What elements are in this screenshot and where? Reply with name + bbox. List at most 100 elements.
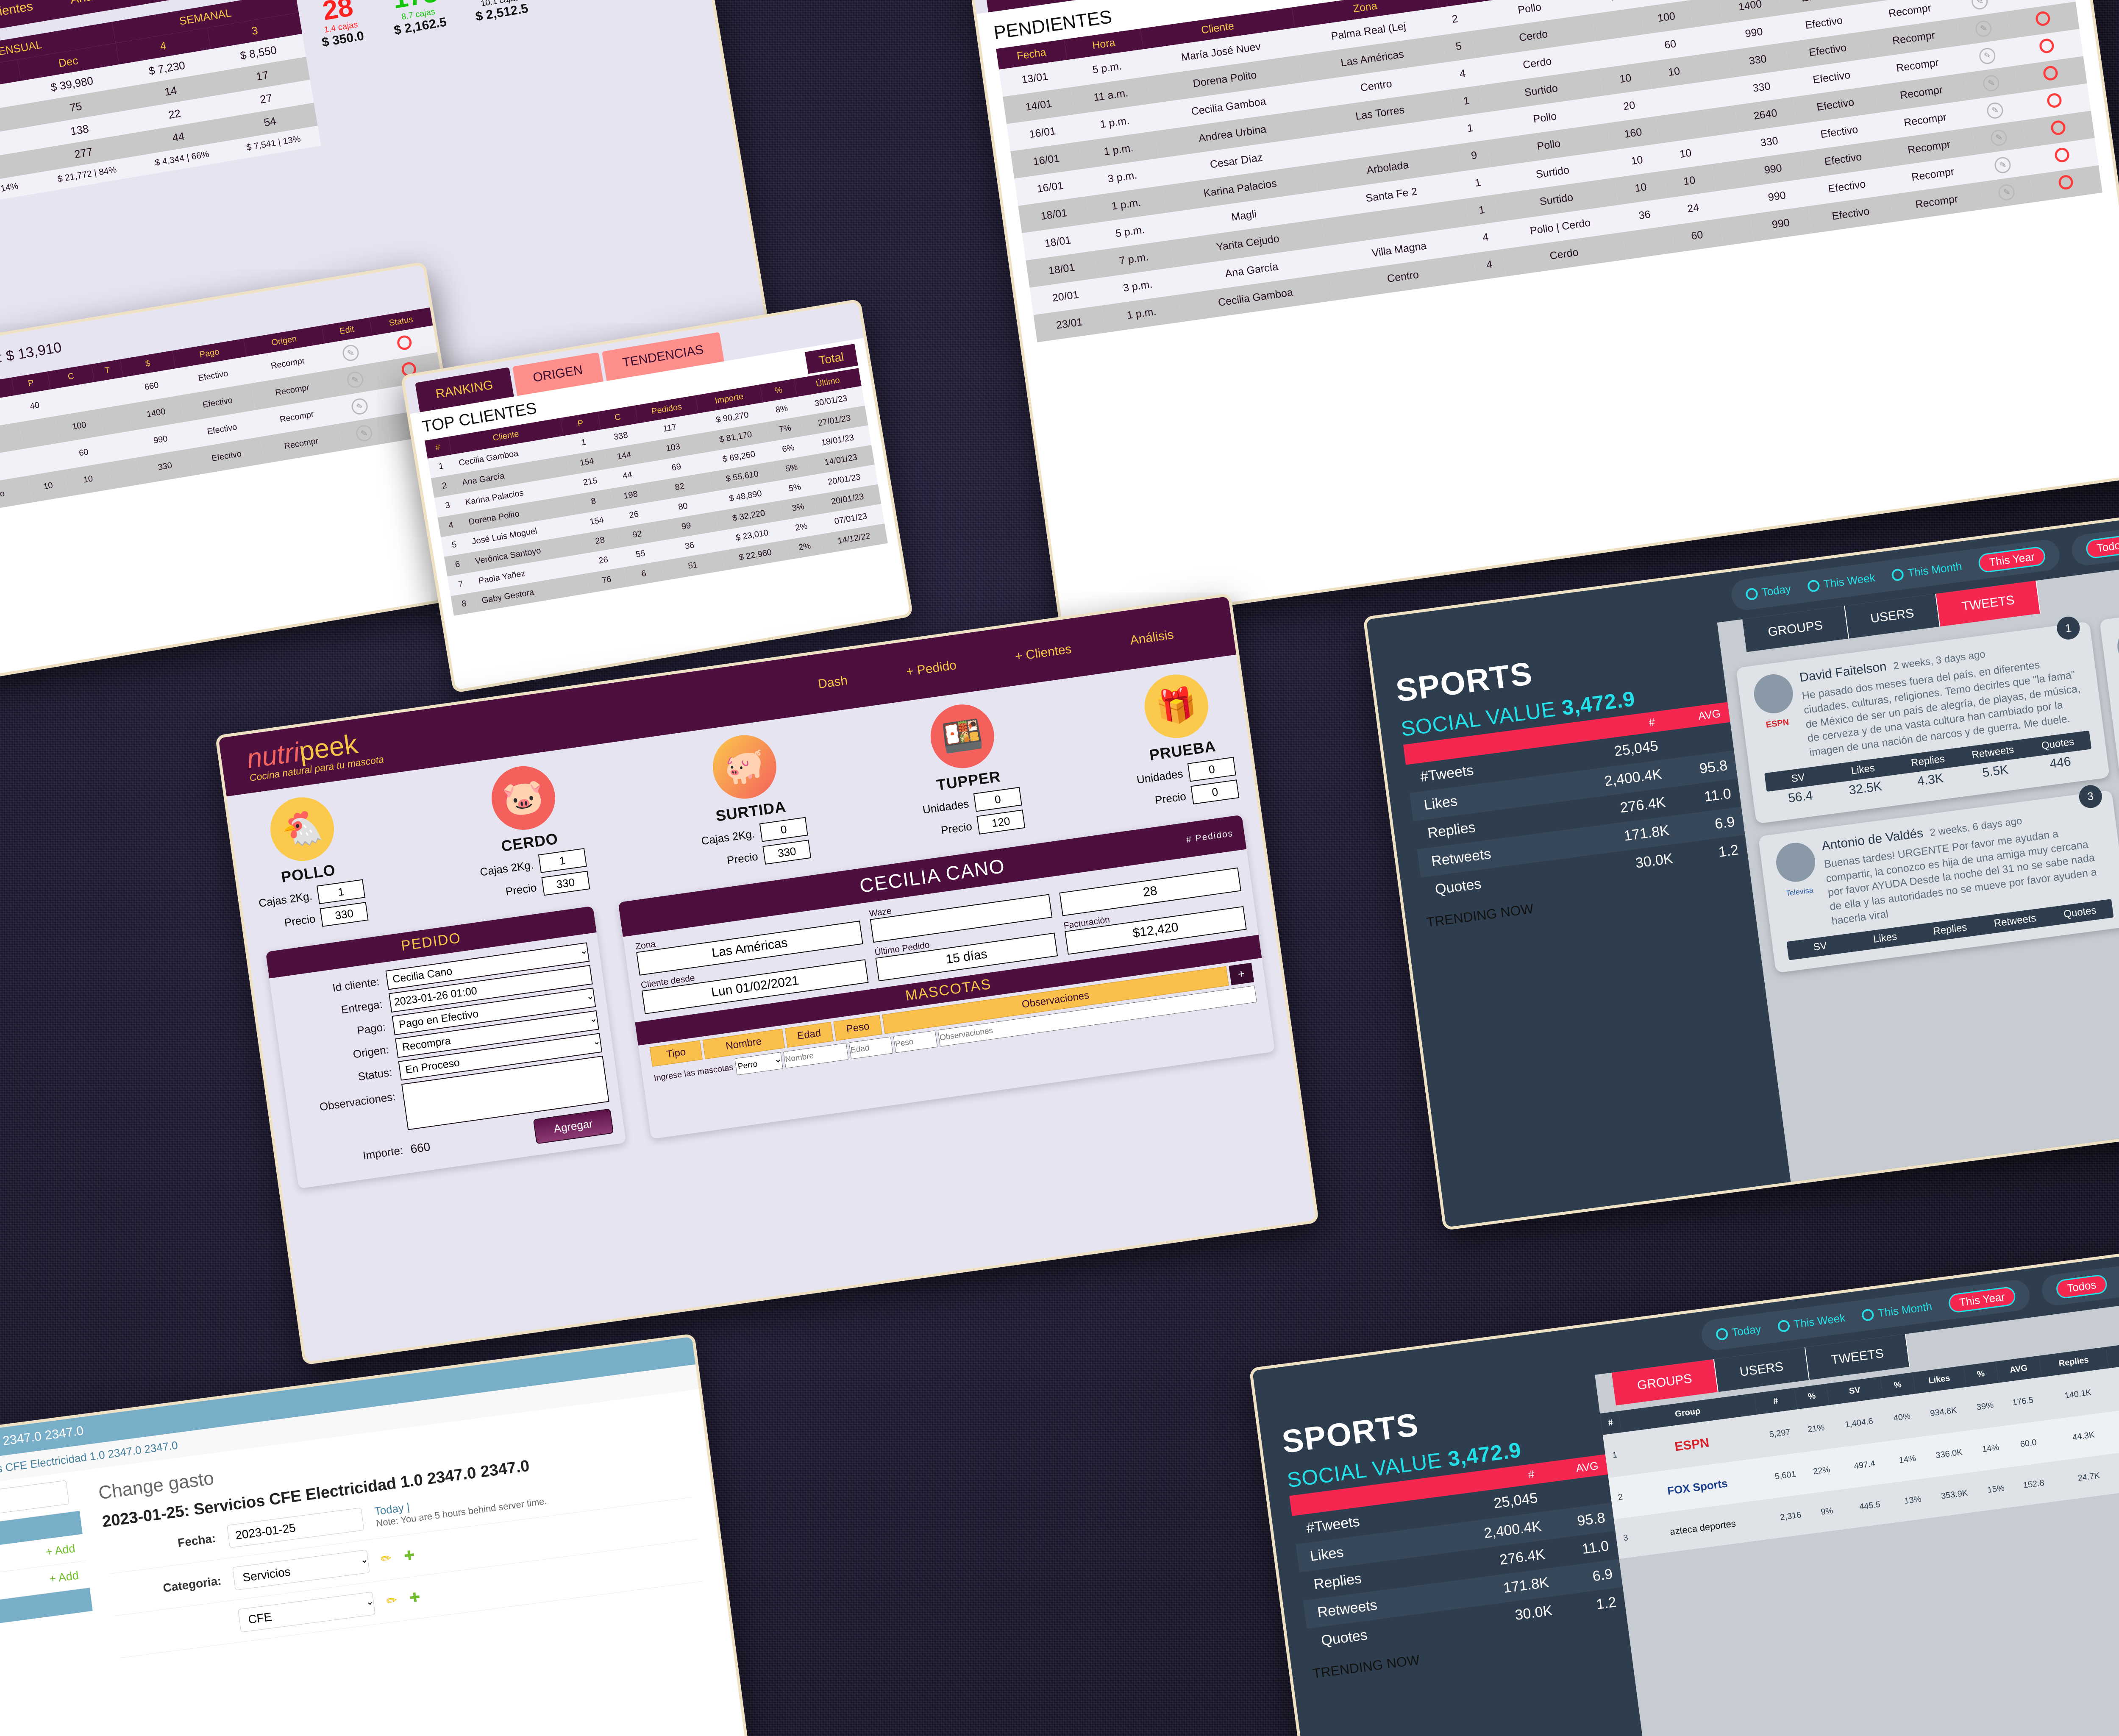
pollo-cajas-input[interactable] (317, 879, 366, 904)
metric-sv[interactable]: SV (1813, 940, 1828, 953)
mascota-tipo-select[interactable]: Perro (734, 1052, 783, 1076)
nav-item-pedido[interactable]: + Pedido (905, 658, 957, 679)
field-label: Precio (1154, 789, 1187, 807)
edit-icon[interactable]: ✎ (350, 397, 369, 416)
cerdo-precio-input[interactable] (541, 871, 590, 896)
field-label: Precio (940, 819, 973, 837)
edit-icon[interactable]: ✎ (1982, 74, 2001, 92)
add-plus-icon[interactable]: ✚ (409, 1590, 421, 1605)
status-circle-icon[interactable] (2034, 10, 2051, 27)
period-pill-today[interactable]: Today (1715, 1322, 1762, 1341)
prueba-unidades-input[interactable] (1187, 757, 1236, 782)
status-circle-icon[interactable] (2038, 38, 2055, 54)
period-pill-this-month[interactable]: This Month (1891, 560, 1963, 582)
metric-retweets[interactable]: Retweets (1993, 912, 2037, 929)
nav-item-clientes[interactable]: + Clientes (0, 0, 34, 22)
mascota-edad-input[interactable] (848, 1036, 893, 1060)
radio-icon[interactable] (1777, 1319, 1791, 1333)
prueba-precio-input[interactable] (1190, 779, 1240, 805)
period-pill-this-year[interactable]: This Year (1977, 545, 2047, 574)
period-pill-this-month[interactable]: This Month (1861, 1300, 1933, 1322)
edit-pencil-icon[interactable]: ✏ (385, 1593, 398, 1609)
type-pill-todos[interactable]: Todos (2085, 534, 2119, 559)
radio-icon[interactable] (1745, 587, 1758, 601)
radio-icon[interactable] (1891, 568, 1905, 581)
status-circle-icon[interactable] (2054, 147, 2070, 164)
surtida-cajas-input[interactable] (759, 817, 808, 842)
radio-icon[interactable] (1861, 1308, 1875, 1321)
cell (1689, 0, 1723, 28)
status-circle-icon[interactable] (2050, 120, 2066, 136)
metric-quotes[interactable]: Quotes (2063, 904, 2097, 920)
subcategoria-select[interactable]: CFE (238, 1591, 375, 1633)
tupper-precio-input[interactable] (976, 810, 1026, 835)
product-cerdo: 🐷 CERDO Cajas 2Kg. Precio (466, 759, 590, 904)
th-pct4: % (2106, 1343, 2119, 1369)
cell: 176.5 (2011, 1395, 2034, 1408)
pedido-card: PEDIDO Id cliente: Cecilia Cano Entrega: … (265, 906, 626, 1189)
fecha-input[interactable] (227, 1507, 364, 1548)
pollo-precio-input[interactable] (320, 901, 369, 927)
period-pill-this-year[interactable]: This Year (1947, 1285, 2017, 1314)
add-plus-icon[interactable]: ✚ (403, 1548, 416, 1564)
cell (1712, 160, 1746, 191)
nav-item-dash[interactable]: Dash (817, 673, 849, 691)
agregar-button[interactable]: Agregar (533, 1108, 614, 1144)
product-tupper: 🍱 TUPPER Unidades Precio (909, 698, 1026, 842)
edit-icon[interactable]: ✎ (341, 343, 360, 362)
status-circle-icon[interactable] (396, 334, 413, 351)
radio-icon[interactable] (1715, 1327, 1729, 1341)
tupper-unidades-input[interactable] (973, 787, 1022, 812)
cell: 5 (1455, 40, 1463, 53)
sidebar-section-nutriapp: NUTRIAPP (0, 1588, 93, 1654)
nav-item-analisis[interactable]: Análisis (1129, 627, 1175, 648)
edit-icon[interactable]: ✎ (1974, 19, 1993, 38)
status-circle-icon[interactable] (2046, 92, 2063, 109)
nav-item-clientes[interactable]: + Clientes (1014, 642, 1073, 664)
edit-icon[interactable]: ✎ (1990, 128, 2008, 147)
network-logo: Televisa (1785, 885, 1814, 898)
metric-likes[interactable]: Likes (1872, 930, 1898, 945)
tab-tweets[interactable]: TWEETS (1805, 1334, 1910, 1380)
period-pill-this-week[interactable]: This Week (1807, 571, 1876, 593)
masc-col-edad: Edad (784, 1022, 834, 1048)
th-rank: # (1607, 1418, 1614, 1428)
tab-groups[interactable]: GROUPS (1611, 1359, 1719, 1406)
edit-icon[interactable]: ✎ (1994, 156, 2012, 174)
mascota-peso-input[interactable] (893, 1030, 938, 1053)
status-circle-icon[interactable] (2042, 65, 2059, 81)
cell: 5,297 (1769, 1427, 1791, 1439)
add-link[interactable]: + Add (44, 1542, 76, 1558)
add-link[interactable]: + Add (48, 1569, 80, 1586)
metric-replies[interactable]: Replies (1932, 921, 1968, 937)
surtida-precio-input[interactable] (762, 840, 812, 865)
field-label: Precio (726, 849, 759, 867)
field-label: Unidades (921, 797, 970, 816)
tab-users[interactable]: USERS (1714, 1347, 1810, 1392)
add-mascota-button[interactable]: + (1229, 963, 1254, 985)
edit-icon[interactable]: ✎ (1997, 183, 2016, 201)
period-pill-today[interactable]: Today (1745, 582, 1792, 601)
cell: 1 (1463, 95, 1470, 107)
tweet-card[interactable]: 3 Televisa Antonio de Valdés 2 weeks, 6 … (1758, 783, 2119, 973)
cell: 497.4 (1853, 1459, 1876, 1471)
avatar (1752, 672, 1796, 716)
edit-pencil-icon[interactable]: ✏ (380, 1551, 392, 1566)
edit-icon[interactable]: ✎ (346, 370, 364, 389)
nav-item-analisis[interactable]: Análisis (69, 0, 115, 7)
edit-icon[interactable]: ✎ (1986, 101, 2005, 120)
pig-icon: 🐷 (487, 762, 559, 834)
edit-icon[interactable]: ✎ (1978, 47, 1997, 65)
cell (1696, 51, 1730, 82)
tweet-card[interactable]: 1 ESPN David Faitelson 2 weeks, 3 days a… (1736, 615, 2110, 824)
edit-icon[interactable]: ✎ (1971, 0, 1989, 11)
cell (99, 404, 133, 436)
status-circle-icon[interactable] (2058, 174, 2074, 191)
type-pill-todos[interactable]: Todos (2055, 1274, 2108, 1299)
product-prueba: 🎁 PRUEBA Unidades Precio (1123, 668, 1240, 812)
cerdo-cajas-input[interactable] (538, 848, 587, 873)
period-pill-this-week[interactable]: This Week (1777, 1311, 1846, 1333)
categoria-select[interactable]: Servicios (232, 1550, 370, 1591)
edit-icon[interactable]: ✎ (355, 424, 374, 442)
radio-icon[interactable] (1807, 579, 1820, 593)
